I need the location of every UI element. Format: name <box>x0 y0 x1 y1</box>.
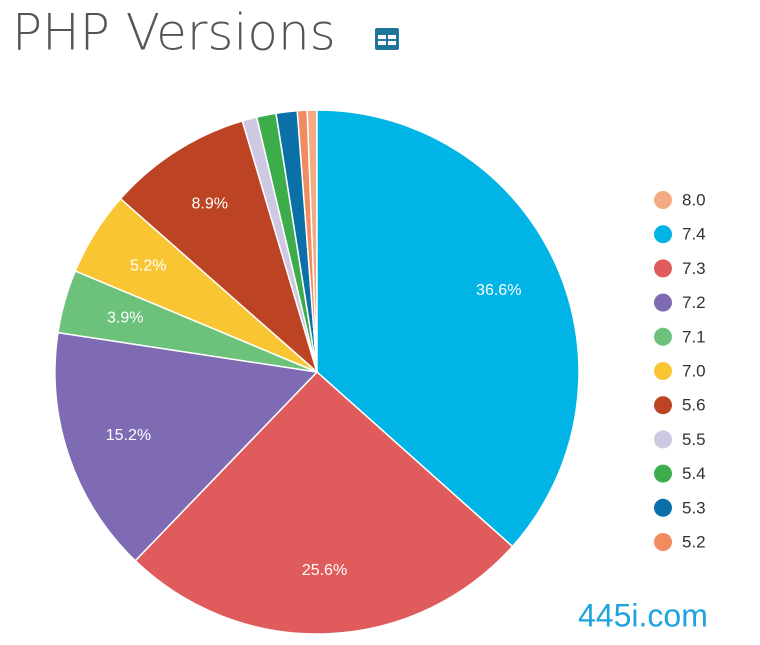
legend-label: 5.3 <box>682 498 706 517</box>
legend-swatch <box>654 464 672 483</box>
slice-label: 25.6% <box>302 562 347 579</box>
pie-slice <box>54 331 319 562</box>
legend-label: 7.2 <box>682 293 706 312</box>
legend-label: 7.4 <box>682 225 706 244</box>
slice-label: 3.9% <box>107 309 143 326</box>
legend-swatch <box>654 225 672 244</box>
legend-label: 5.4 <box>682 464 706 483</box>
pie-slice <box>316 109 580 548</box>
legend-swatch <box>654 533 672 551</box>
legend-label: 7.3 <box>682 259 706 278</box>
slice-label: 15.2% <box>106 427 151 444</box>
pie-slice <box>296 109 318 373</box>
legend-swatch <box>654 259 672 278</box>
legend-swatch <box>654 430 672 449</box>
legend-label: 7.1 <box>682 327 706 346</box>
slice-label: 8.9% <box>192 195 228 212</box>
legend-label: 7.0 <box>682 361 706 380</box>
legend-swatch <box>654 327 672 346</box>
legend-swatch <box>654 396 672 415</box>
icon-cell <box>378 41 386 45</box>
watermark: 445i.com <box>578 597 708 633</box>
table-icon[interactable] <box>375 28 399 50</box>
legend-label: 5.2 <box>682 532 706 551</box>
legend-swatch <box>654 362 672 380</box>
legend-label: 5.5 <box>682 430 706 449</box>
legend-label: 8.0 <box>682 190 706 209</box>
pie-slice <box>119 119 319 375</box>
legend-swatch <box>654 191 672 209</box>
icon-cell <box>388 41 396 45</box>
slice-label: 36.6% <box>476 282 521 299</box>
icon-cell <box>388 35 396 39</box>
legend-swatch <box>654 498 672 517</box>
pie-slice <box>134 370 514 635</box>
slice-label: 5.2% <box>130 258 166 275</box>
icon-cell <box>378 35 386 39</box>
legend-label: 5.6 <box>682 396 706 415</box>
chart-title: PHP Versions <box>12 4 336 62</box>
legend-swatch <box>654 293 672 312</box>
